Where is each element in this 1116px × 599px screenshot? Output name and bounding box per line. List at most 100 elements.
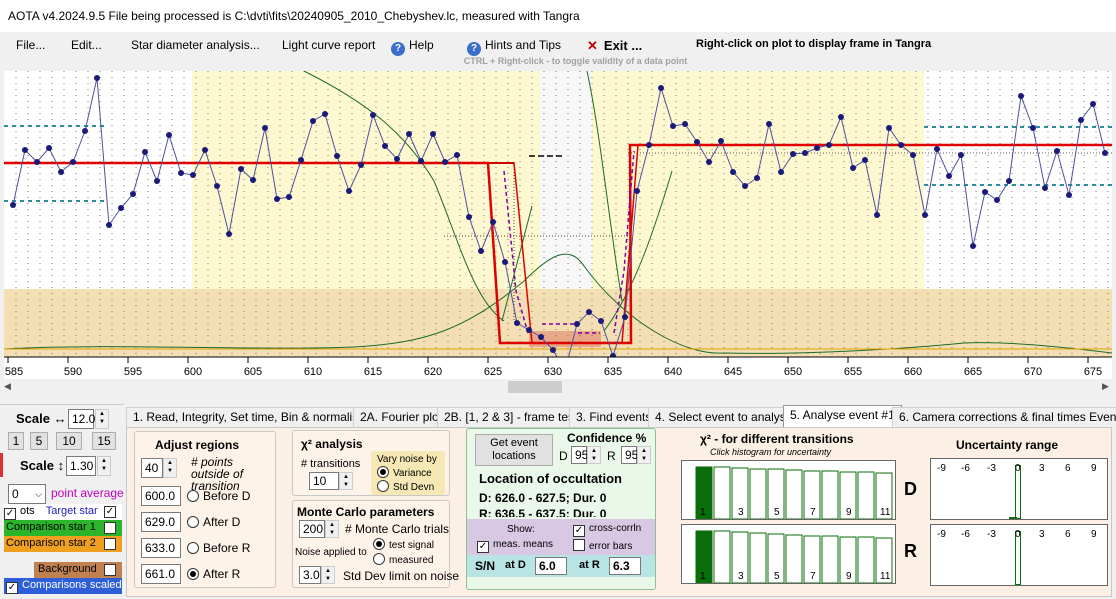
tab-select-event[interactable]: 4. Select event to analyse: [648, 407, 800, 427]
trials-label: # Monte Carlo trials: [345, 522, 450, 536]
right-click-hint: Right-click on plot to display frame in …: [696, 38, 932, 50]
left-panel: Scale ↔ 12.0 ▲ ▼ 1 5 10 15 Scale ↕ 1.30 ▲…: [0, 404, 124, 599]
scale-1-button[interactable]: 1: [8, 432, 24, 450]
comparison-star-2-checkbox[interactable]: [104, 538, 116, 550]
std-limit-input[interactable]: 3.0: [299, 566, 321, 584]
std-devn-radio[interactable]: Std Devn: [377, 480, 434, 493]
confidence-r-spinner[interactable]: ▲ ▼: [637, 446, 651, 464]
scroll-right-icon[interactable]: ▶: [1102, 381, 1109, 391]
points-outside-spinner[interactable]: ▲ ▼: [163, 458, 177, 478]
close-icon: ✕: [587, 38, 598, 53]
comparison-star-2-label: Comparison star 2: [6, 537, 96, 549]
tab-camera-corrections[interactable]: 6. Camera corrections & final times Even…: [892, 407, 1116, 427]
tab-read[interactable]: 1. Read, Integrity, Set time, Bin & norm…: [126, 407, 372, 427]
comparison-star-1-checkbox[interactable]: [104, 522, 116, 534]
scale-h-input[interactable]: 12.0: [68, 409, 95, 429]
histogram-tick: 1: [700, 507, 706, 518]
measured-radio[interactable]: measured: [373, 553, 433, 566]
after-r-input[interactable]: 661.0: [141, 564, 181, 584]
scale-v-spinner[interactable]: ▲ ▼: [97, 456, 111, 476]
comparison-star-1-row[interactable]: Comparison star 1: [4, 520, 122, 536]
vary-noise-box: Vary noise by Variance Std Devn: [371, 451, 445, 495]
show-options: Show: ✓ cross-corrln ✓ meas. means error b…: [467, 519, 655, 555]
before-d-radio[interactable]: Before D: [187, 489, 250, 503]
trials-input[interactable]: 200: [299, 520, 325, 538]
menu-file[interactable]: File...: [16, 38, 46, 52]
tab-analyse-event[interactable]: 5. Analyse event #1: [783, 405, 902, 427]
cross-correlation-toggle[interactable]: ✓ cross-corrln: [573, 523, 641, 537]
menu-exit[interactable]: ✕ Exit ...: [587, 38, 642, 54]
menu-light-curve-report[interactable]: Light curve report: [282, 38, 376, 52]
histogram-d[interactable]: 1 3 5 7 9 11: [681, 460, 896, 520]
scale-10-button[interactable]: 10: [56, 432, 82, 450]
histogram-d-bars: [695, 466, 893, 520]
histogram-tick: 9: [846, 507, 852, 518]
tab-find-events[interactable]: 3. Find events: [569, 407, 659, 427]
points-checkbox[interactable]: ✓: [4, 508, 16, 520]
menu-hints[interactable]: ? Hints and Tips: [467, 38, 561, 56]
comparisons-scaled-row[interactable]: ✓ Comparisons scaled: [4, 578, 122, 594]
location-title: Location of occultation: [479, 471, 622, 486]
point-average-select[interactable]: 0 ⌵: [8, 484, 46, 504]
before-r-input[interactable]: 633.0: [141, 538, 181, 558]
menu-star-diameter[interactable]: Star diameter analysis...: [131, 38, 260, 52]
x-tick-label: 625: [484, 366, 502, 378]
target-star-row[interactable]: ✓ ots Target star ✓: [4, 504, 122, 520]
histogram-tick: 5: [774, 507, 780, 518]
points-label: ots: [20, 505, 35, 517]
x-tick-label: 595: [124, 366, 142, 378]
std-limit-spinner[interactable]: ▲ ▼: [321, 566, 335, 584]
confidence-d-spinner[interactable]: ▲ ▼: [587, 446, 601, 464]
histogram-r[interactable]: 1 3 5 7 9 11: [681, 524, 896, 584]
before-d-input[interactable]: 600.0: [141, 486, 181, 506]
plot-scrollbar[interactable]: ◀ ▶: [4, 379, 1112, 395]
confidence-r-input[interactable]: 95: [621, 446, 638, 464]
confidence-d-input[interactable]: 95: [571, 446, 588, 464]
error-bars-label: error bars: [589, 541, 633, 552]
histogram-tick: 1: [700, 571, 706, 582]
histogram-subtitle: Click histogram for uncertainty: [710, 447, 832, 457]
histogram-d-label: D: [904, 479, 917, 499]
chi-histogram-panel: χ² - for different transitions Click his…: [676, 430, 896, 590]
window-title: AOTA v4.2024.9.5 File being processed is…: [8, 9, 580, 23]
scale-v-marker: [0, 453, 3, 477]
scroll-left-icon[interactable]: ◀: [4, 381, 11, 391]
points-outside-input[interactable]: 40: [141, 458, 163, 478]
adjust-regions-title: Adjust regions: [155, 438, 240, 452]
scale-h-spinner[interactable]: ▲ ▼: [95, 409, 109, 429]
x-tick-label: 620: [424, 366, 442, 378]
adjust-regions-group: Adjust regions 40 ▲ ▼ # points outside of…: [134, 431, 276, 588]
scale-5-button[interactable]: 5: [30, 432, 48, 450]
light-curve-plot[interactable]: 585 590 595 600 605 610 615 620 625 630 …: [4, 71, 1112, 379]
menu-help[interactable]: ? Help: [391, 38, 434, 56]
background-checkbox[interactable]: [104, 564, 116, 576]
meas-means-toggle[interactable]: ✓ meas. means: [477, 539, 553, 553]
after-d-radio[interactable]: After D: [187, 515, 240, 529]
scale-v-label: Scale ↕: [20, 458, 65, 473]
get-event-locations-button[interactable]: Get event locations: [475, 434, 553, 466]
ctrl-hint: CTRL + Right-click - to toggle validity …: [463, 56, 688, 66]
transitions-input[interactable]: 10: [309, 472, 339, 490]
menu-edit[interactable]: Edit...: [71, 38, 102, 52]
tab-frame-test[interactable]: 2B. [1, 2 & 3] - frame test: [437, 407, 585, 427]
scale-15-button[interactable]: 15: [92, 432, 116, 450]
error-bars-toggle[interactable]: error bars: [573, 539, 632, 552]
test-signal-radio[interactable]: test signal: [373, 538, 434, 551]
variance-radio[interactable]: Variance: [377, 466, 432, 479]
vary-noise-label: Vary noise by: [377, 454, 437, 465]
tab-fourier[interactable]: 2A. Fourier plot: [353, 407, 450, 427]
x-tick-label: 655: [844, 366, 862, 378]
trials-spinner[interactable]: ▲ ▼: [325, 520, 339, 538]
scale-v-input[interactable]: 1.30: [66, 456, 96, 476]
before-r-radio[interactable]: Before R: [187, 541, 250, 555]
uncertainty-tick: -3: [987, 529, 996, 540]
test-signal-label: test signal: [389, 540, 435, 551]
background-row[interactable]: Background: [34, 562, 122, 578]
comparisons-scaled-checkbox[interactable]: ✓: [6, 582, 18, 594]
after-r-radio[interactable]: After R: [187, 567, 240, 581]
transitions-spinner[interactable]: ▲ ▼: [339, 472, 353, 490]
comparison-star-2-row[interactable]: Comparison star 2: [4, 536, 122, 552]
target-star-checkbox[interactable]: ✓: [104, 506, 116, 518]
scroll-thumb[interactable]: [508, 381, 562, 393]
after-d-input[interactable]: 629.0: [141, 512, 181, 532]
